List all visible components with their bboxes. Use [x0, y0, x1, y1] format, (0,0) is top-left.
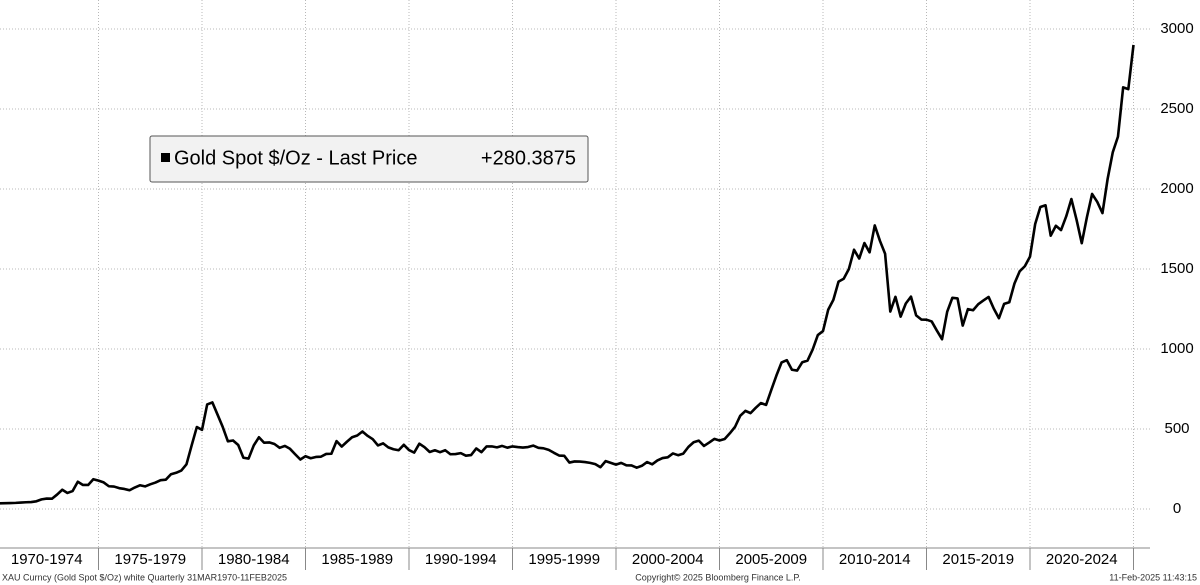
footer-center: Copyright© 2025 Bloomberg Finance L.P.	[635, 572, 801, 582]
x-tick-label: 1980-1984	[218, 551, 290, 568]
legend: Gold Spot $/Oz - Last Price +280.3875	[149, 135, 589, 183]
y-tick-label: 0	[1173, 500, 1181, 517]
x-tick-label: 2000-2004	[632, 551, 704, 568]
x-tick-label: 1995-1999	[528, 551, 600, 568]
x-tick-label: 1990-1994	[425, 551, 497, 568]
x-tick-label: 1975-1979	[114, 551, 186, 568]
y-tick-label: 1000	[1160, 340, 1193, 357]
legend-swatch	[161, 153, 170, 162]
x-tick-label: 2020-2024	[1046, 551, 1118, 568]
footer-left: XAU Curncy (Gold Spot $/Oz) white Quarte…	[2, 572, 287, 582]
footer-right: 11-Feb-2025 11:43:15	[1109, 572, 1197, 582]
y-tick-label: 2000	[1160, 180, 1193, 197]
y-tick-label: 1500	[1160, 260, 1193, 277]
price-line	[0, 44, 1135, 505]
y-tick-label: 2500	[1160, 100, 1193, 117]
legend-box	[149, 135, 589, 183]
x-tick-label: 1970-1974	[11, 551, 83, 568]
x-tick-label: 2010-2014	[839, 551, 911, 568]
plot-area	[0, 44, 1135, 505]
x-tick-label: 2015-2019	[942, 551, 1014, 568]
legend-value: +280.3875	[481, 147, 576, 169]
y-tick-label: 500	[1164, 420, 1189, 437]
x-tick-label: 1985-1989	[321, 551, 393, 568]
grid	[0, 0, 1150, 570]
x-tick-label: 2005-2009	[735, 551, 807, 568]
legend-label: Gold Spot $/Oz - Last Price	[174, 147, 417, 169]
y-tick-label: 3000	[1160, 20, 1193, 37]
